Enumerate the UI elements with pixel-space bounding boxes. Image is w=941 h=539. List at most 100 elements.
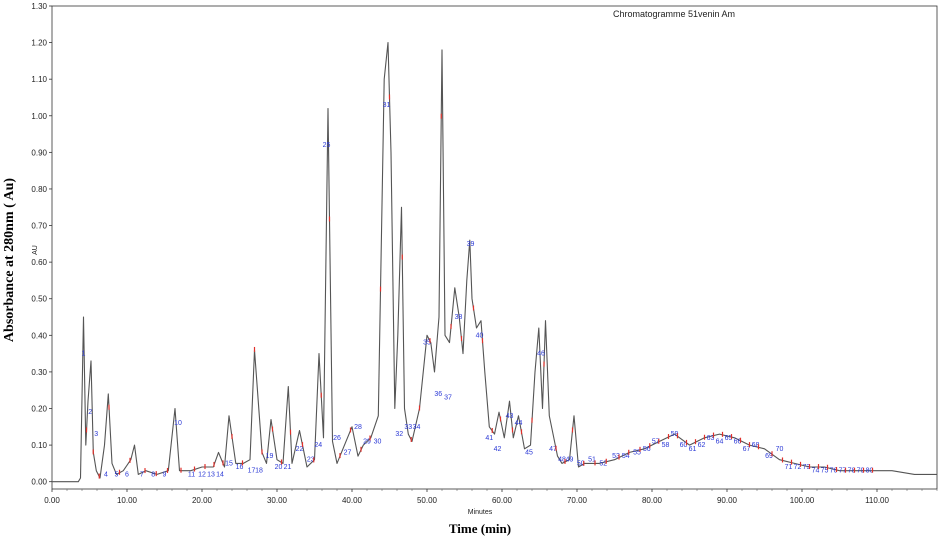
y-tick-label: 0.90 xyxy=(31,148,47,157)
peak-label: 12 xyxy=(198,471,206,478)
peak-label: 73 xyxy=(803,464,811,471)
x-tick-label: 30.00 xyxy=(267,496,288,505)
peak-label: 16 xyxy=(236,464,244,471)
peak-label: 17 xyxy=(248,468,256,475)
x-tick-label: 60.00 xyxy=(492,496,513,505)
y-tick-label: 0.80 xyxy=(31,185,47,194)
peak-label: 21 xyxy=(284,464,292,471)
peak-label: 39 xyxy=(467,241,475,248)
peak-label: 79 xyxy=(857,468,865,475)
x-tick-label: 50.00 xyxy=(417,496,438,505)
peak-label: 47 xyxy=(549,446,557,453)
plot-frame xyxy=(51,5,938,490)
peak-label: 34 xyxy=(413,424,421,431)
x-tick-label: 10.00 xyxy=(117,496,138,505)
peak-label: 78 xyxy=(848,468,856,475)
peak-label: 80 xyxy=(866,468,874,475)
peak-label: 46 xyxy=(537,351,545,358)
y-axis-title: Absorbance at 280nm ( Au) xyxy=(2,178,17,342)
peak-label: 6 xyxy=(125,471,129,478)
peak-label: 55 xyxy=(633,449,641,456)
y-tick-label: 0.30 xyxy=(31,368,47,377)
y-tick-label: 0.60 xyxy=(31,258,47,267)
peak-label: 61 xyxy=(689,446,697,453)
y-tick-label: 1.30 xyxy=(31,2,47,11)
peak-label: 45 xyxy=(525,449,533,456)
peak-label: 2 xyxy=(88,409,92,416)
peak-label: 33 xyxy=(404,424,412,431)
peak-label: 60 xyxy=(680,442,688,449)
peak-label: 58 xyxy=(662,442,670,449)
x-tick-label: 0.00 xyxy=(44,496,60,505)
x-tick-label: 40.00 xyxy=(342,496,363,505)
peak-label: 8 xyxy=(151,471,155,478)
peak-label: 63 xyxy=(707,435,715,442)
peak-label: 23 xyxy=(307,457,315,464)
peak-label: 56 xyxy=(643,446,651,453)
y-tick-label: 0.40 xyxy=(31,331,47,340)
peak-label: 1 xyxy=(82,351,86,358)
peak-label: 62 xyxy=(698,442,706,449)
peak-label: 65 xyxy=(725,435,733,442)
peak-label: 72 xyxy=(794,464,802,471)
peak-label: 41 xyxy=(485,435,493,442)
peak-label: 74 xyxy=(812,468,820,475)
y-tick-label: 0.50 xyxy=(31,295,47,304)
peak-label: 13 xyxy=(207,471,215,478)
peak-label: 25 xyxy=(323,142,331,149)
peak-label: 77 xyxy=(839,468,847,475)
peak-label: 15 xyxy=(225,460,233,467)
peak-label: 24 xyxy=(314,442,322,449)
y-tick-label: 1.20 xyxy=(31,39,47,48)
x-unit-label: Minutes xyxy=(468,509,493,516)
y-tick-label: 0.70 xyxy=(31,222,47,231)
peak-label: 29 xyxy=(363,438,371,445)
peak-label: 51 xyxy=(588,457,596,464)
peak-label: 64 xyxy=(716,438,724,445)
y-unit-label: AU xyxy=(32,245,39,255)
peak-label: 9 xyxy=(163,471,167,478)
peak-label: 68 xyxy=(752,442,760,449)
peak-label: 27 xyxy=(344,449,352,456)
peak-label: 26 xyxy=(333,435,341,442)
x-tick-label: 110.00 xyxy=(865,496,889,505)
peak-label: 28 xyxy=(354,424,362,431)
peak-label: 20 xyxy=(275,464,283,471)
peak-label: 52 xyxy=(599,460,607,467)
peak-label: 57 xyxy=(652,438,660,445)
peak-label: 37 xyxy=(444,395,452,402)
chromatogram-trace xyxy=(52,42,937,483)
peak-label: 35 xyxy=(423,340,431,347)
peak-label: 31 xyxy=(383,102,391,109)
peak-label: 22 xyxy=(296,446,304,453)
peak-label: 69 xyxy=(765,453,773,460)
y-tick-label: 1.00 xyxy=(31,112,47,121)
peak-label: 48 xyxy=(558,457,566,464)
peak-label: 3 xyxy=(94,431,98,438)
peak-label: 67 xyxy=(743,446,751,453)
x-axis-title: Time (min) xyxy=(449,521,511,536)
y-tick-label: 0.10 xyxy=(31,441,47,450)
peak-label: 70 xyxy=(776,446,784,453)
peak-label: 36 xyxy=(434,391,442,398)
peak-label: 75 xyxy=(821,468,829,475)
x-tick-label: 70.00 xyxy=(567,496,588,505)
y-tick-label: 1.10 xyxy=(31,75,47,84)
y-tick-label: 0.20 xyxy=(31,405,47,414)
x-tick-label: 80.00 xyxy=(642,496,663,505)
peak-label: 19 xyxy=(266,453,274,460)
x-tick-label: 90.00 xyxy=(717,496,738,505)
peak-label: 54 xyxy=(622,453,630,460)
peak-label: 66 xyxy=(734,438,742,445)
peak-label: 42 xyxy=(494,446,502,453)
peak-label: 30 xyxy=(374,438,382,445)
peak-label: 59 xyxy=(671,431,679,438)
y-tick-label: 0.00 xyxy=(31,478,47,487)
peak-label: 53 xyxy=(612,453,620,460)
peak-label: 10 xyxy=(174,420,182,427)
peak-label: 38 xyxy=(455,314,463,321)
peak-label: 18 xyxy=(255,468,263,475)
peak-label: 76 xyxy=(830,468,838,475)
axes: 0.00 0.10 0.20 0.30 0.40 0.50 0.60 0.70 0.80 0.90… xyxy=(31,2,938,505)
peak-label: 40 xyxy=(476,332,484,339)
